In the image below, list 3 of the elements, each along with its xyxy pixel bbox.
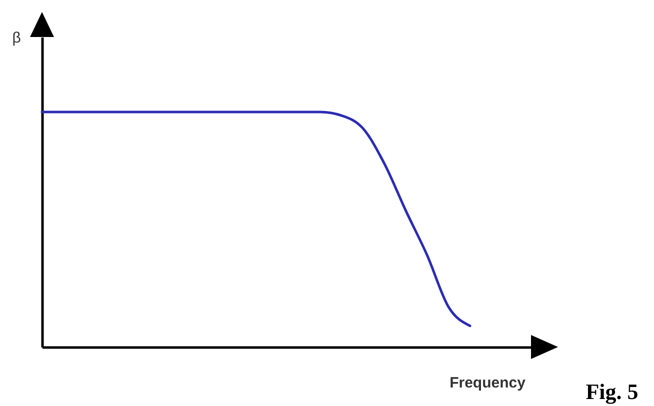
caption: Fig. 5: [586, 379, 638, 404]
y-axis-title: β: [12, 30, 22, 46]
x-axis-title: Frequency: [450, 374, 526, 392]
